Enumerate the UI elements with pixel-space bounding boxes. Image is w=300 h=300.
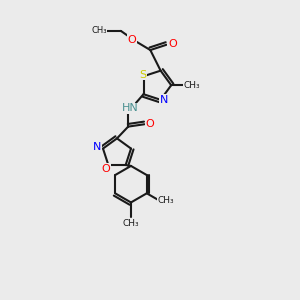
Text: O: O [128,35,136,45]
Text: CH₃: CH₃ [184,81,200,90]
Text: O: O [168,39,177,49]
Text: S: S [140,70,146,80]
Text: CH₃: CH₃ [123,219,139,228]
Text: O: O [146,119,154,129]
Text: N: N [93,142,101,152]
Text: CH₃: CH₃ [91,26,107,35]
Text: HN: HN [122,103,138,113]
Text: CH₃: CH₃ [158,196,174,205]
Text: N: N [160,95,168,105]
Text: O: O [102,164,110,174]
